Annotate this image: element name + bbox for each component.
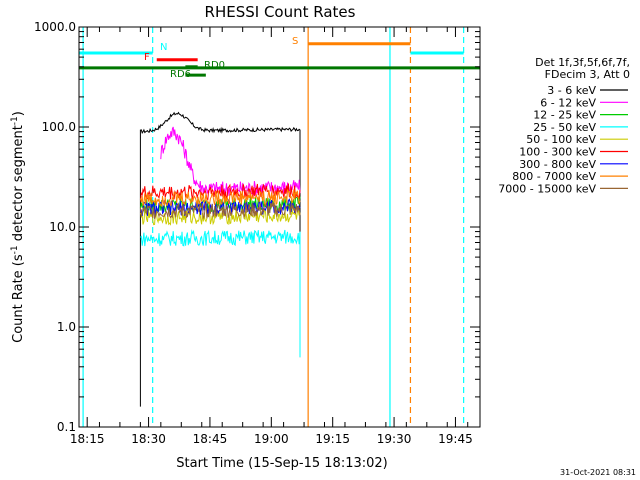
x-tick-label: 19:15 [315, 432, 350, 446]
y-axis-label-exp-1: -1 [10, 245, 20, 254]
y-axis-label-exp-2: -1 [10, 116, 20, 125]
legend-header: FDecim 3, Att 0 [545, 68, 630, 81]
legend-header: Det 1f,3f,5f,6f,7f, [535, 56, 630, 69]
legend-entry-label: 300 - 800 keV [519, 158, 596, 171]
x-axis-label: Start Time (15-Sep-15 18:13:02) [176, 456, 387, 471]
legend-entry-label: 800 - 7000 keV [512, 170, 596, 183]
y-tick-label: 1000.0 [34, 20, 76, 34]
plot-frame [78, 26, 481, 428]
legend-entry-label: 50 - 100 keV [526, 133, 596, 146]
y-tick-label: 10.0 [49, 220, 76, 234]
legend-entry-label: 7000 - 15000 keV [498, 182, 596, 195]
legend: Det 1f,3f,5f,6f,7f,FDecim 3, Att 0 3 - 6 … [498, 56, 630, 195]
flag-label: N [160, 42, 167, 53]
series-line [139, 202, 301, 220]
timestamp: 31-Oct-2021 08:31 [560, 468, 636, 477]
axes: 18:15 18:30 18:45 19:00 19:15 19:30 19:45 0.1 1.… [34, 20, 480, 446]
series-line [139, 189, 301, 208]
flag-label: S [292, 36, 298, 47]
y-axis-label-tail: ) [11, 111, 26, 116]
legend-entry-label: 100 - 300 keV [519, 146, 596, 159]
series-line [139, 207, 301, 226]
legend-entry-label: 6 - 12 keV [540, 96, 596, 109]
y-axis-label-mid: detector segment [11, 125, 26, 245]
series-line [139, 183, 301, 201]
x-tick-label: 19:00 [254, 432, 289, 446]
flag-label: RD0 [204, 60, 225, 71]
y-tick-label: 0.1 [57, 420, 76, 434]
flag-label: F [144, 52, 150, 63]
x-tick-label: 19:30 [377, 432, 412, 446]
plot-area: NF RD0 RD6 S [79, 27, 480, 427]
y-axis-label-main: Count Rate (s [11, 254, 26, 343]
x-tick-label: 18:30 [131, 432, 166, 446]
legend-entry-label: 25 - 50 keV [533, 121, 596, 134]
flag-label: RD6 [170, 69, 191, 80]
y-axis-label: Count Rate (s-1 detector segment-1) [10, 111, 26, 343]
x-tick-label: 18:45 [193, 432, 228, 446]
legend-entry-label: 12 - 25 keV [533, 109, 596, 122]
legend-entry-label: 3 - 6 keV [547, 84, 596, 97]
x-tick-label: 19:45 [438, 432, 473, 446]
series-line [139, 111, 301, 407]
y-tick-label: 1.0 [57, 320, 76, 334]
y-tick-label: 100.0 [42, 120, 76, 134]
x-tick-label: 18:15 [70, 432, 105, 446]
chart-title: RHESSI Count Rates [205, 3, 356, 21]
series-line [140, 229, 301, 358]
